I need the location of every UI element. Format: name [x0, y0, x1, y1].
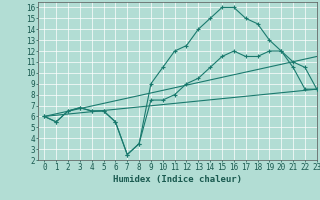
X-axis label: Humidex (Indice chaleur): Humidex (Indice chaleur): [113, 175, 242, 184]
